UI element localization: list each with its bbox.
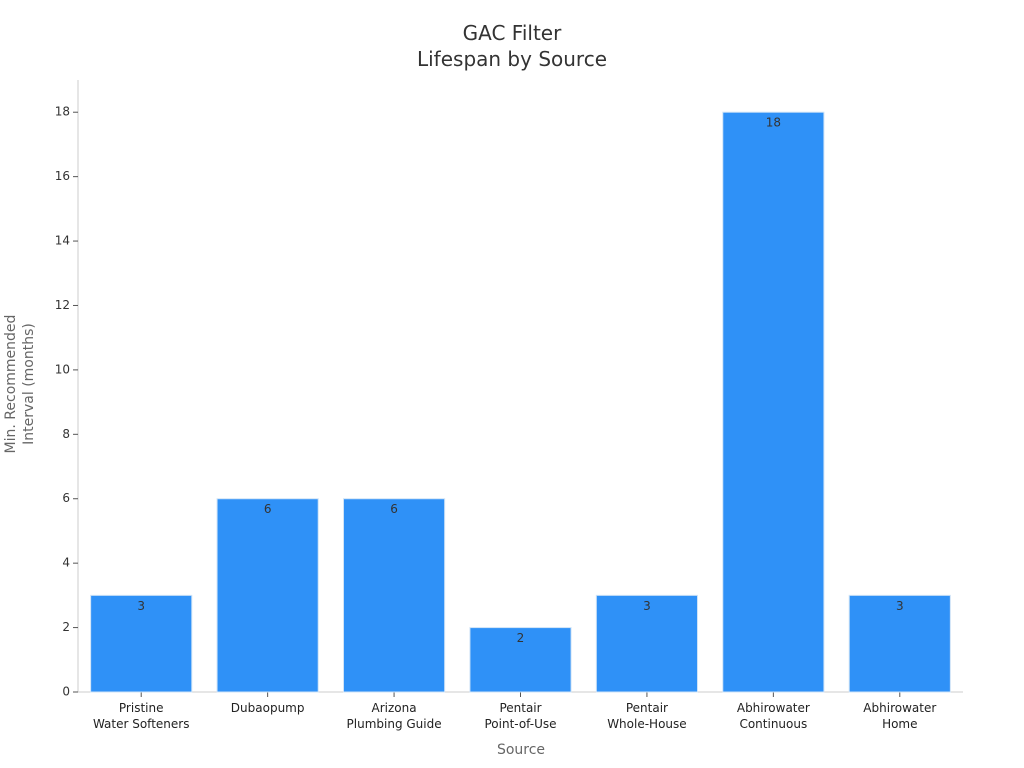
bar [848,594,951,693]
bar [595,594,698,693]
value-label: 18 [766,116,781,130]
value-label: 3 [643,599,651,613]
x-tick-label: Pentair Point-of-Use [484,701,557,731]
x-tick-label: Dubaopump [230,701,305,715]
value-label: 3 [896,599,904,613]
y-tick-label: 18 [55,105,70,119]
value-label: 6 [264,502,272,516]
x-tick-label: Abhirowater Home [863,701,937,731]
y-tick-label: 10 [55,362,70,376]
bar [722,111,825,693]
y-tick-label: 4 [62,556,70,570]
x-axis-title: Source [496,742,546,758]
chart-title: GAC Filter Lifespan by Source [416,21,608,71]
bar [216,498,319,693]
y-tick-label: 16 [55,169,70,183]
x-tick-label: Arizona Plumbing Guide [346,701,442,731]
y-tick-label: 12 [55,298,70,312]
y-tick-label: 6 [62,491,70,505]
y-tick-label: 14 [55,234,70,248]
y-tick-label: 2 [62,620,70,634]
value-label: 3 [137,599,145,613]
x-tick-label: Pentair Whole-House [607,701,687,731]
x-tick-label: Abhirowater Continuous [736,701,810,731]
bar [343,498,446,693]
y-tick-label: 0 [62,685,70,699]
x-tick-label: Pristine Water Softeners [92,701,190,731]
bar [469,627,572,693]
bar [90,594,193,693]
value-label: 6 [390,502,398,516]
value-label: 2 [517,631,525,645]
y-tick-label: 8 [62,427,70,441]
